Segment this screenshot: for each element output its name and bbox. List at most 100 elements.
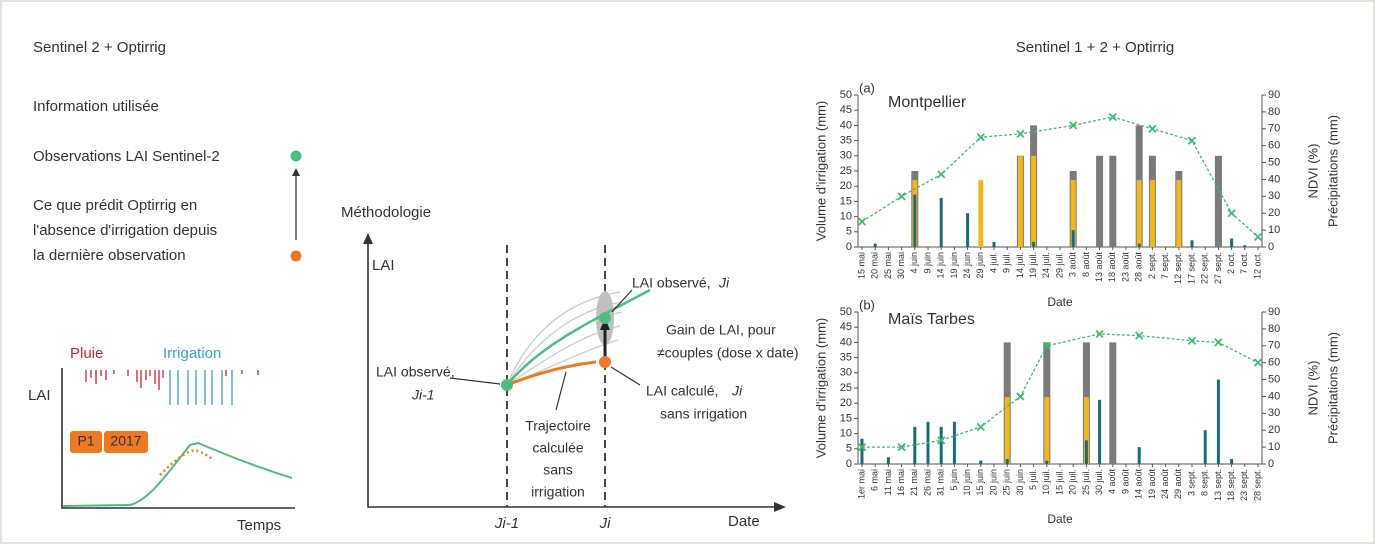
ndvi-marker	[937, 436, 946, 445]
lai-curve	[62, 441, 293, 507]
bar	[1109, 342, 1117, 464]
x-axis-label: Date	[1047, 512, 1073, 526]
axes	[857, 312, 1263, 465]
ndvi-marker	[1148, 124, 1157, 133]
x-tick-label: 26 mai	[922, 469, 932, 496]
y-tick-label: 25	[840, 382, 852, 394]
ndvi-marker	[1253, 358, 1263, 367]
y-tick-label: 5	[846, 443, 852, 455]
y-tick-label: 45	[840, 104, 852, 116]
mini-axes	[61, 368, 295, 509]
bar	[1017, 155, 1023, 247]
annotation: irrigation	[531, 484, 585, 500]
x-tick-label: 13 août	[1094, 252, 1104, 283]
y2-tick-label: 60	[1268, 140, 1280, 152]
x-tick-label: 9 juin	[922, 252, 932, 274]
x-tick-label: 11 mai	[883, 469, 893, 495]
annotation: LAI observé,	[376, 364, 455, 380]
y2-tick-label: 20	[1268, 424, 1280, 436]
y-tick-label: 0	[846, 458, 852, 470]
left-title: Sentinel 2 + Optirrig	[33, 39, 166, 56]
annotation: Gain de LAI, pour	[666, 322, 776, 338]
ndvi-marker	[857, 442, 867, 452]
x-tick-label: 16 mai	[896, 469, 906, 496]
bar	[1190, 240, 1194, 247]
y-tick-label: 35	[840, 135, 852, 147]
bar	[979, 460, 983, 464]
obs-label: Observations LAI Sentinel-2	[33, 148, 220, 165]
x-tick-label: 30 juil.	[1094, 469, 1104, 495]
y2-tick-label: 70	[1268, 123, 1280, 135]
x-tick-label: 15 juil.	[1054, 469, 1064, 495]
y-tick-label: 45	[840, 321, 852, 333]
x-tick-label: 5 juil.	[1028, 469, 1038, 490]
y2-tick-label: 60	[1268, 357, 1280, 369]
annotation: ≠couples (dose x date)	[657, 345, 799, 361]
x-tick-label: 4 août	[1107, 469, 1117, 495]
y2-tick-label: 40	[1268, 390, 1280, 402]
y-tick-label: 10	[840, 211, 852, 223]
bar	[952, 421, 956, 464]
x-tick-label: 29 juin	[975, 252, 985, 279]
tag	[104, 431, 148, 453]
x-tick-label: 24 août	[1160, 469, 1170, 500]
ndvi-marker	[1016, 392, 1025, 401]
mini-y-label: LAI	[28, 387, 51, 404]
bar	[1083, 397, 1089, 464]
ndvi-marker	[1253, 232, 1263, 242]
ndvi-marker	[1214, 338, 1223, 347]
x-tick-label: 19 juil.	[1028, 252, 1038, 278]
x-tick-label: 6 mai	[870, 469, 880, 491]
x-tick-label: 25 juin	[1002, 469, 1012, 496]
bar	[873, 243, 877, 247]
bar	[1044, 397, 1050, 464]
bar	[860, 438, 864, 464]
right-title: Sentinel 1 + 2 + Optirrig	[1016, 39, 1174, 56]
obs-point	[599, 312, 611, 324]
ndvi-marker	[976, 133, 985, 142]
bar	[1045, 460, 1049, 464]
y2-tick-label: 50	[1268, 373, 1280, 385]
pred-curve	[159, 448, 215, 476]
x-tick-label: 2 sept.	[1147, 252, 1157, 279]
x-tick-label: 1er mai	[856, 469, 866, 499]
y-tick-label: 5	[846, 226, 852, 238]
annotation: Trajectoire	[525, 418, 591, 434]
x-tick-label: 15 juin	[975, 469, 985, 496]
x-tick-label: 5 juin	[949, 469, 959, 491]
x-tick-label: 30 mai	[896, 252, 906, 279]
bar	[939, 198, 943, 247]
pred-dot	[290, 250, 302, 262]
x-tick-label: 4 juil.	[988, 252, 998, 273]
x-tick-label: 12 sept.	[1173, 252, 1183, 284]
x-tick-label: 9 juil.	[1002, 252, 1012, 273]
y-tick-label: 50	[840, 89, 852, 101]
bar	[966, 213, 970, 247]
y2-tick-label: 0	[1268, 458, 1274, 470]
annotation: calculée	[532, 440, 584, 456]
bar	[1098, 399, 1102, 464]
x-tick-label: 24 juil.	[1041, 252, 1051, 278]
bar	[1176, 180, 1182, 247]
y-tick-label: 15	[840, 412, 852, 424]
y-axis-label: Volume d'irrigation (mm)	[813, 318, 828, 458]
y-tick-label: 20	[840, 180, 852, 192]
y-tick-label: 10	[840, 428, 852, 440]
bar	[939, 426, 943, 464]
x-tick-label: 10 juil.	[1041, 469, 1051, 495]
bar	[1203, 430, 1207, 464]
x-tick-label: 13 sept.	[1213, 469, 1223, 501]
ndvi-marker	[937, 170, 946, 179]
ndvi-marker	[1016, 129, 1025, 138]
y-tick-label: 35	[840, 352, 852, 364]
x-tick-label: 19 juin	[949, 252, 959, 279]
y2-tick-label: 10	[1268, 441, 1280, 453]
x-tick-label: 19 août	[1147, 469, 1157, 500]
x-tick-label: 29 juil.	[1054, 252, 1064, 278]
x-tick-label: 4 juin	[909, 252, 919, 274]
y-tick-label: 40	[840, 336, 852, 348]
x-tick-label: 25 juil.	[1081, 469, 1091, 495]
bar	[1230, 238, 1234, 247]
